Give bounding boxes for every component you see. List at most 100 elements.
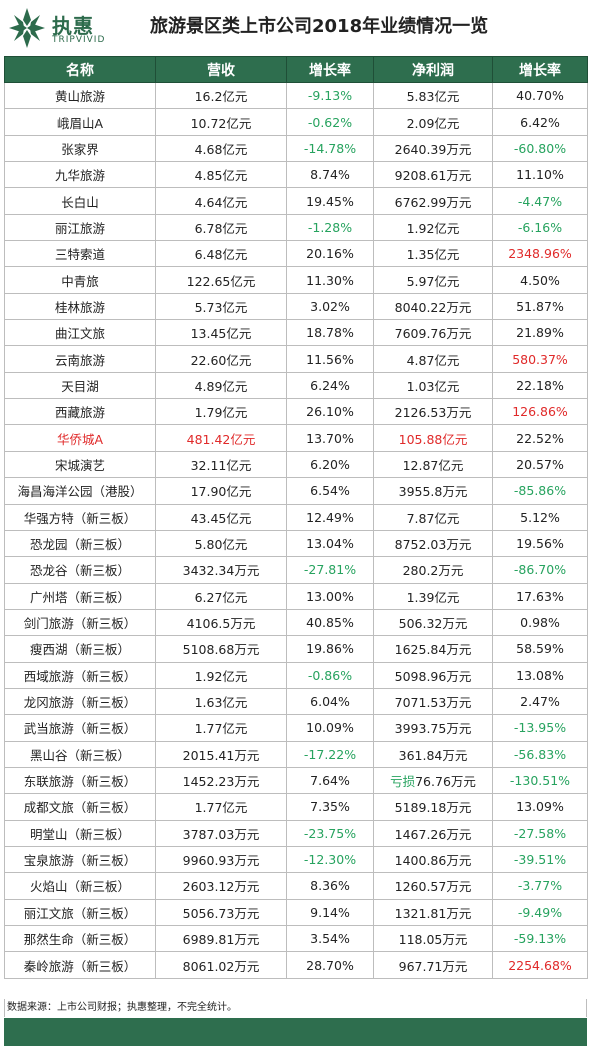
table-row: 华强方特（新三板） 43.45亿元 12.49% 7.87亿元 5.12% bbox=[4, 503, 588, 531]
revenue-growth-cell: -12.30% bbox=[286, 845, 374, 874]
revenue-cell: 6.78亿元 bbox=[155, 213, 287, 242]
profit-growth-cell: -59.13% bbox=[492, 924, 588, 953]
net-profit-cell: 7.87亿元 bbox=[373, 503, 493, 531]
revenue-cell: 17.90亿元 bbox=[155, 477, 287, 505]
revenue-cell: 43.45亿元 bbox=[155, 503, 287, 531]
profit-growth-cell: 2.47% bbox=[492, 687, 588, 716]
column-header-net-profit: 净利润 bbox=[373, 56, 493, 83]
company-name-cell: 曲江文旅 bbox=[4, 319, 156, 347]
loss-label: 亏损 bbox=[390, 774, 416, 790]
table-row: 峨眉山A 10.72亿元 -0.62% 2.09亿元 6.42% bbox=[4, 108, 588, 136]
net-profit-cell: 1321.81万元 bbox=[373, 898, 493, 927]
revenue-cell: 22.60亿元 bbox=[155, 345, 287, 373]
table-row: 恐龙园（新三板） 5.80亿元 13.04% 8752.03万元 19.56% bbox=[4, 529, 588, 558]
profit-growth-cell: 0.98% bbox=[492, 608, 588, 637]
table-row: 瘦西湖（新三板） 5108.68万元 19.86% 1625.84万元 58.59% bbox=[4, 635, 588, 663]
revenue-growth-cell: -23.75% bbox=[286, 819, 374, 847]
revenue-growth-cell: -17.22% bbox=[286, 740, 374, 768]
revenue-growth-cell: 19.86% bbox=[286, 635, 374, 663]
net-profit-cell: 7609.76万元 bbox=[373, 319, 493, 347]
table-row: 中青旅 122.65亿元 11.30% 5.97亿元 4.50% bbox=[4, 266, 588, 294]
revenue-cell: 4106.5万元 bbox=[155, 608, 287, 637]
table-row: 张家界 4.68亿元 -14.78% 2640.39万元 -60.80% bbox=[4, 134, 588, 163]
net-profit-cell: 2.09亿元 bbox=[373, 108, 493, 136]
profit-growth-cell: -130.51% bbox=[492, 766, 588, 795]
net-profit-cell: 3993.75万元 bbox=[373, 714, 493, 742]
table-row: 那然生命（新三板） 6989.81万元 3.54% 118.05万元 -59.13% bbox=[4, 924, 588, 953]
net-profit-cell: 967.71万元 bbox=[373, 951, 493, 979]
company-name-cell: 西藏旅游 bbox=[4, 398, 156, 426]
company-name-cell: 瘦西湖（新三板） bbox=[4, 635, 156, 663]
company-name-cell: 三特索道 bbox=[4, 240, 156, 268]
company-name-cell: 成都文旅（新三板） bbox=[4, 793, 156, 821]
table-row: 西藏旅游 1.79亿元 26.10% 2126.53万元 126.86% bbox=[4, 398, 588, 426]
table-row: 长白山 4.64亿元 19.45% 6762.99万元 -4.47% bbox=[4, 187, 588, 215]
net-profit-cell: 5.97亿元 bbox=[373, 266, 493, 294]
net-profit-cell: 3955.8万元 bbox=[373, 477, 493, 505]
table-row: 东联旅游（新三板） 1452.23万元 7.64% 亏损76.76万元 -130.51% bbox=[4, 766, 588, 795]
revenue-cell: 16.2亿元 bbox=[155, 81, 287, 110]
profit-growth-cell: -60.80% bbox=[492, 134, 588, 163]
profit-growth-cell: 19.56% bbox=[492, 529, 588, 558]
revenue-growth-cell: 11.56% bbox=[286, 345, 374, 373]
table-row: 恐龙谷（新三板） 3432.34万元 -27.81% 280.2万元 -86.70% bbox=[4, 556, 588, 584]
revenue-cell: 6989.81万元 bbox=[155, 924, 287, 953]
revenue-cell: 13.45亿元 bbox=[155, 319, 287, 347]
table-row: 龙冈旅游（新三板） 1.63亿元 6.04% 7071.53万元 2.47% bbox=[4, 687, 588, 716]
company-name-cell: 中青旅 bbox=[4, 266, 156, 294]
revenue-growth-cell: 3.02% bbox=[286, 292, 374, 321]
company-name-cell: 张家界 bbox=[4, 134, 156, 163]
revenue-cell: 1.63亿元 bbox=[155, 687, 287, 716]
net-profit-cell: 12.87亿元 bbox=[373, 450, 493, 479]
company-name-cell: 恐龙谷（新三板） bbox=[4, 556, 156, 584]
revenue-growth-cell: 13.00% bbox=[286, 582, 374, 610]
net-profit-cell: 亏损76.76万元 bbox=[373, 766, 493, 795]
table-row: 剑门旅游（新三板） 4106.5万元 40.85% 506.32万元 0.98% bbox=[4, 608, 588, 637]
table-row: 华侨城A 481.42亿元 13.70% 105.88亿元 22.52% bbox=[4, 424, 588, 452]
company-name-cell: 东联旅游（新三板） bbox=[4, 766, 156, 795]
revenue-growth-cell: 40.85% bbox=[286, 608, 374, 637]
revenue-growth-cell: 8.36% bbox=[286, 872, 374, 900]
company-name-cell: 海昌海洋公园（港股） bbox=[4, 477, 156, 505]
net-profit-cell: 280.2万元 bbox=[373, 556, 493, 584]
table-row: 火焰山（新三板） 2603.12万元 8.36% 1260.57万元 -3.77% bbox=[4, 872, 588, 900]
revenue-cell: 1.92亿元 bbox=[155, 661, 287, 689]
revenue-cell: 4.89亿元 bbox=[155, 371, 287, 400]
profit-growth-cell: -4.47% bbox=[492, 187, 588, 215]
company-name-cell: 宝泉旅游（新三板） bbox=[4, 845, 156, 874]
company-name-cell: 广州塔（新三板） bbox=[4, 582, 156, 610]
revenue-growth-cell: 7.35% bbox=[286, 793, 374, 821]
revenue-growth-cell: 19.45% bbox=[286, 187, 374, 215]
company-name-cell: 天目湖 bbox=[4, 371, 156, 400]
table-body: 黄山旅游 16.2亿元 -9.13% 5.83亿元 40.70% 峨眉山A 10.72亿元 -… bbox=[4, 81, 588, 979]
revenue-cell: 3787.03万元 bbox=[155, 819, 287, 847]
net-profit-cell: 9208.61万元 bbox=[373, 161, 493, 189]
profit-growth-cell: 13.08% bbox=[492, 661, 588, 689]
revenue-cell: 2603.12万元 bbox=[155, 872, 287, 900]
profit-growth-cell: 40.70% bbox=[492, 81, 588, 110]
revenue-cell: 1.77亿元 bbox=[155, 793, 287, 821]
table-row: 曲江文旅 13.45亿元 18.78% 7609.76万元 21.89% bbox=[4, 319, 588, 347]
revenue-cell: 2015.41万元 bbox=[155, 740, 287, 768]
company-name-cell: 武当旅游（新三板） bbox=[4, 714, 156, 742]
revenue-cell: 3432.34万元 bbox=[155, 556, 287, 584]
revenue-cell: 9960.93万元 bbox=[155, 845, 287, 874]
net-profit-cell: 1260.57万元 bbox=[373, 872, 493, 900]
revenue-growth-cell: -14.78% bbox=[286, 134, 374, 163]
company-name-cell: 那然生命（新三板） bbox=[4, 924, 156, 953]
table-row: 西域旅游（新三板） 1.92亿元 -0.86% 5098.96万元 13.08% bbox=[4, 661, 588, 689]
revenue-growth-cell: -0.86% bbox=[286, 661, 374, 689]
profit-growth-cell: 580.37% bbox=[492, 345, 588, 373]
company-name-cell: 黄山旅游 bbox=[4, 81, 156, 110]
net-profit-cell: 1.03亿元 bbox=[373, 371, 493, 400]
revenue-growth-cell: 12.49% bbox=[286, 503, 374, 531]
revenue-growth-cell: 6.54% bbox=[286, 477, 374, 505]
revenue-cell: 6.48亿元 bbox=[155, 240, 287, 268]
revenue-cell: 5.80亿元 bbox=[155, 529, 287, 558]
company-name-cell: 丽江旅游 bbox=[4, 213, 156, 242]
profit-growth-cell: -13.95% bbox=[492, 714, 588, 742]
net-profit-cell: 1.92亿元 bbox=[373, 213, 493, 242]
table-row: 黑山谷（新三板） 2015.41万元 -17.22% 361.84万元 -56.83% bbox=[4, 740, 588, 768]
revenue-cell: 5108.68万元 bbox=[155, 635, 287, 663]
net-profit-cell: 8040.22万元 bbox=[373, 292, 493, 321]
